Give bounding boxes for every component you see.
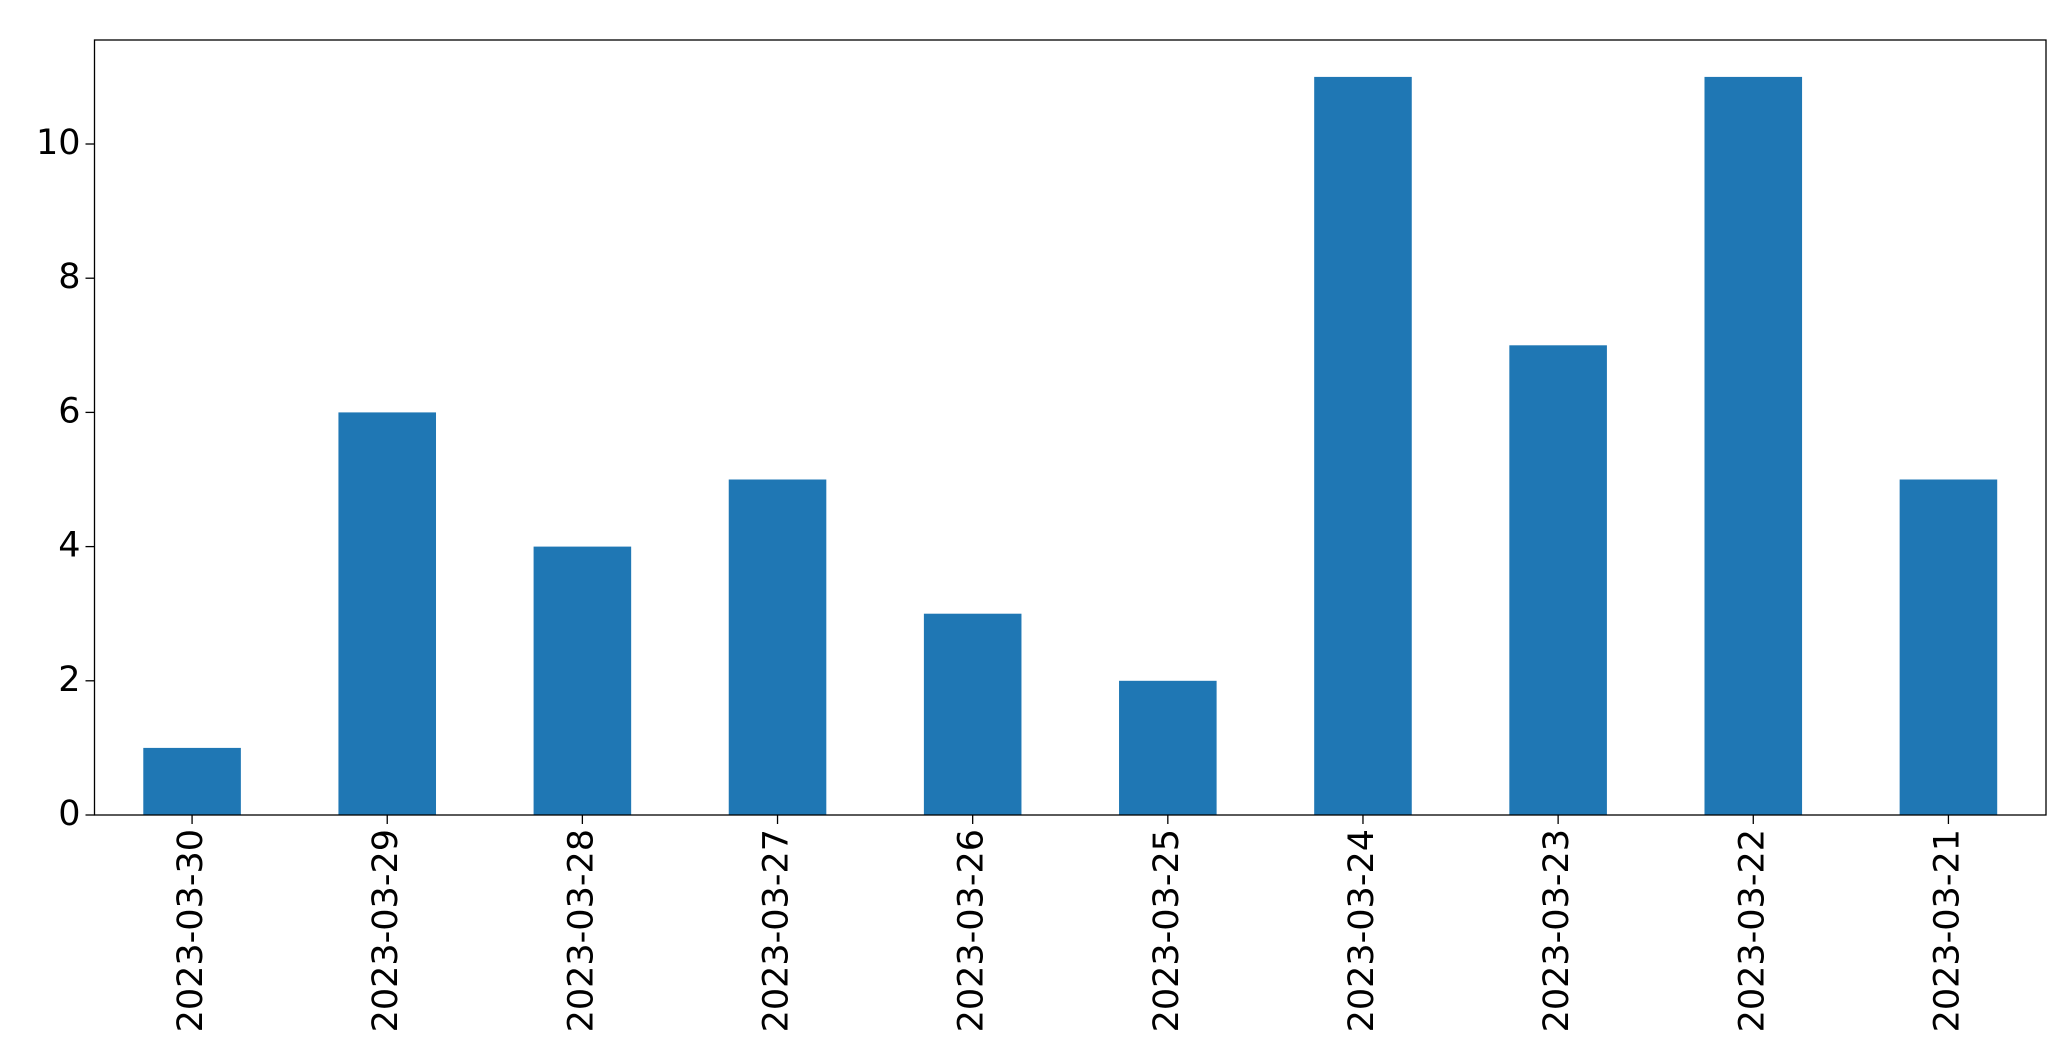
x-tick-label: 2023-03-22 [1732, 829, 1772, 1032]
bar [1899, 479, 1998, 815]
bar [143, 747, 241, 815]
bar [1314, 76, 1412, 815]
y-tick-label: 10 [36, 123, 81, 163]
x-tick-label: 2023-03-24 [1342, 829, 1382, 1032]
x-tick-label: 2023-03-26 [952, 829, 992, 1032]
x-tick-label: 2023-03-25 [1147, 829, 1187, 1032]
x-tick-label: 2023-03-23 [1537, 829, 1577, 1032]
x-tick-label: 2023-03-28 [561, 829, 601, 1032]
x-tick-label: 2023-03-30 [171, 829, 211, 1032]
y-tick-label: 2 [58, 660, 80, 700]
bar [1704, 76, 1803, 815]
y-tick-label: 0 [58, 794, 80, 834]
bar [1119, 680, 1217, 815]
y-tick-label: 8 [58, 257, 80, 297]
x-tick-label: 2023-03-27 [757, 829, 797, 1032]
x-tick-label: 2023-03-29 [366, 829, 406, 1032]
bar [533, 546, 632, 815]
x-tick-label: 2023-03-21 [1927, 829, 1967, 1032]
plot-frame [93, 39, 2047, 816]
y-tick-label: 4 [58, 526, 80, 566]
y-tick-label: 6 [58, 391, 80, 431]
bar [923, 613, 1022, 815]
bar [1509, 345, 1607, 815]
bar [338, 412, 437, 815]
bar [728, 479, 827, 815]
